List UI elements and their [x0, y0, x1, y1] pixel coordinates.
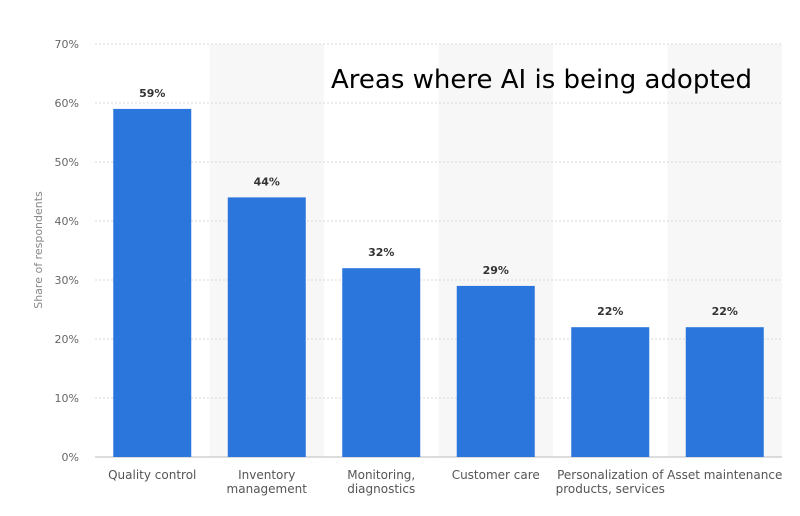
x-tick-label: Asset maintenance — [667, 468, 782, 482]
y-tick-label: 60% — [55, 97, 79, 110]
bars — [113, 108, 764, 458]
alternating-bands — [209, 44, 782, 457]
data-label: 22% — [597, 305, 623, 318]
y-tick-label: 50% — [55, 156, 79, 169]
gridlines — [95, 43, 782, 458]
y-axis-ticks: 0% 10% 20% 30% 40% 50% 60% 70% — [55, 38, 79, 464]
y-tick-label: 0% — [62, 451, 79, 464]
data-label: 32% — [368, 246, 394, 259]
y-tick-label: 10% — [55, 392, 79, 405]
y-axis-label: Share of respondents — [32, 191, 45, 309]
x-tick-label: Inventory management — [227, 468, 308, 496]
bar — [685, 327, 764, 457]
bar — [571, 327, 650, 457]
x-tick-label: Personalization of products, services — [556, 468, 665, 496]
y-tick-label: 30% — [55, 274, 79, 287]
data-label: 22% — [712, 305, 738, 318]
x-tick-label: Quality control — [108, 468, 196, 482]
bar — [456, 285, 535, 457]
bar — [113, 108, 192, 458]
x-tick-label: Monitoring, diagnostics — [347, 468, 415, 496]
bar — [227, 197, 306, 457]
y-tick-label: 40% — [55, 215, 79, 228]
data-labels: 59% 44% 32% 29% 22% 22% — [139, 87, 738, 318]
data-label: 44% — [254, 175, 280, 188]
data-label: 59% — [139, 87, 165, 100]
x-tick-label: Customer care — [452, 468, 540, 482]
data-label: 29% — [483, 264, 509, 277]
y-tick-label: 70% — [55, 38, 79, 51]
chart-title: Areas where AI is being adopted — [331, 65, 752, 95]
y-tick-label: 20% — [55, 333, 79, 346]
x-axis-categories: Quality control Inventory management Monito… — [108, 468, 782, 496]
bar — [342, 268, 421, 457]
